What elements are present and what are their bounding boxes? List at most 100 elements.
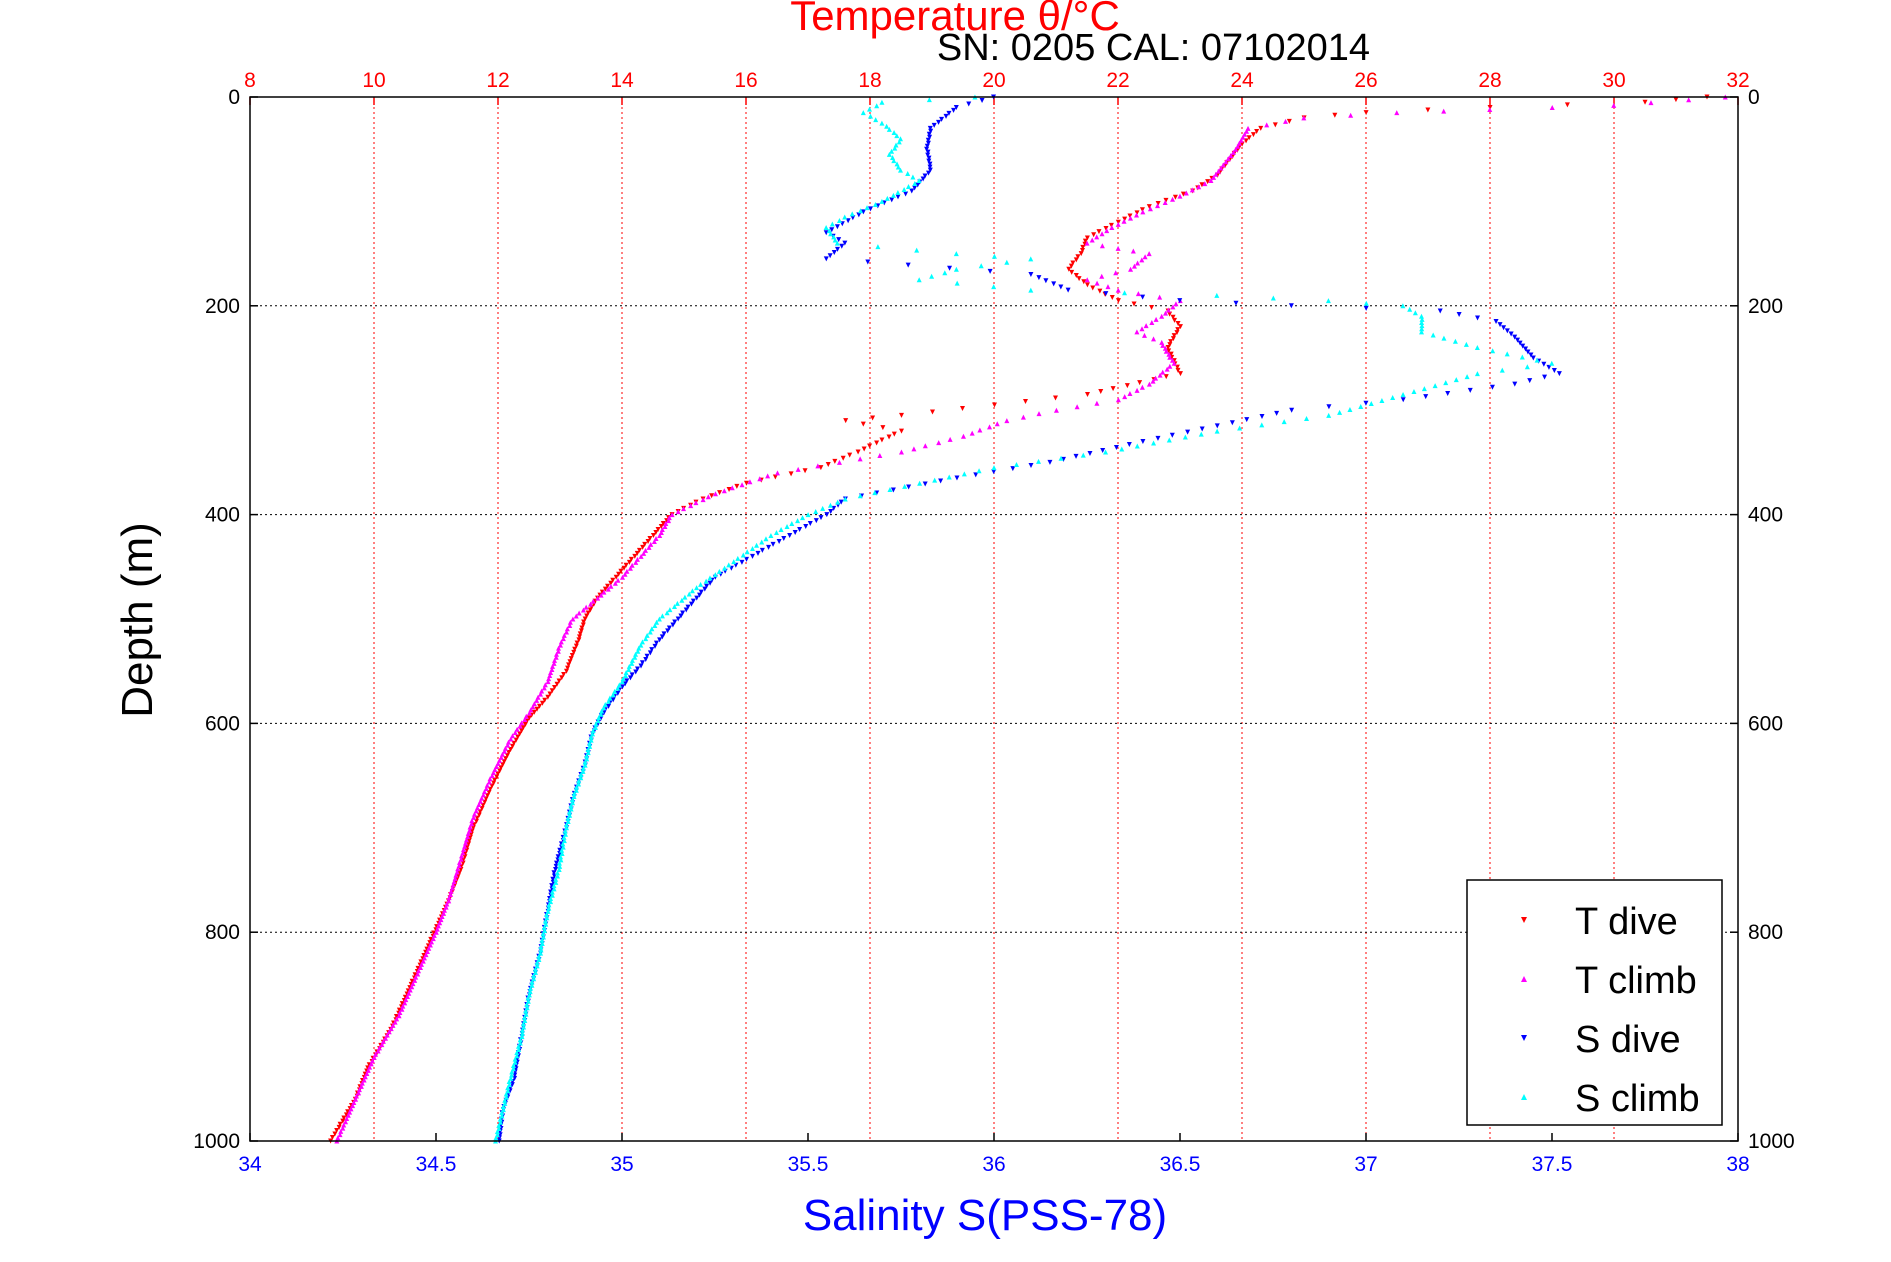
data-point — [632, 553, 638, 559]
data-point — [927, 164, 933, 170]
data-point — [840, 455, 846, 461]
bottom-tick-label: 34.5 — [416, 1153, 457, 1176]
data-point — [1368, 400, 1374, 406]
data-point — [1166, 348, 1172, 354]
data-point — [526, 992, 532, 998]
data-point — [1214, 423, 1220, 429]
data-point — [380, 1038, 386, 1044]
data-point — [463, 837, 469, 843]
data-point — [561, 671, 567, 677]
data-point — [1419, 329, 1425, 335]
data-point — [641, 550, 647, 556]
data-point — [1185, 429, 1191, 435]
right-tick-label: 600 — [1748, 712, 1783, 735]
data-point — [371, 1054, 377, 1060]
data-point — [1497, 322, 1503, 328]
data-point — [1517, 340, 1523, 346]
data-point — [1157, 294, 1163, 300]
data-point — [1250, 132, 1256, 138]
data-point — [1143, 323, 1149, 329]
data-point — [670, 622, 676, 628]
data-point — [505, 739, 511, 745]
data-point — [556, 860, 562, 866]
data-point — [936, 119, 942, 125]
data-point — [608, 580, 614, 586]
data-point — [922, 481, 928, 487]
data-point — [578, 775, 584, 781]
data-point — [1127, 213, 1133, 219]
data-point — [523, 1008, 529, 1014]
data-point — [629, 672, 635, 678]
data-point — [1437, 308, 1443, 314]
data-point — [595, 595, 601, 601]
data-point — [875, 244, 881, 250]
data-point — [953, 104, 959, 110]
data-point — [905, 183, 911, 189]
data-point — [686, 591, 692, 597]
data-point — [624, 568, 630, 574]
data-point — [584, 613, 590, 619]
data-point — [707, 580, 713, 586]
data-point — [879, 437, 885, 443]
data-point — [568, 803, 574, 809]
data-point — [916, 277, 922, 283]
data-point — [658, 524, 664, 530]
data-point — [471, 814, 477, 820]
data-point — [1147, 206, 1153, 212]
data-point — [554, 870, 560, 876]
data-point — [539, 700, 545, 706]
data-point — [868, 206, 874, 212]
legend-entry: T dive — [1521, 901, 1678, 943]
data-point — [1131, 301, 1137, 307]
data-point — [1167, 342, 1173, 348]
data-point — [1508, 331, 1514, 337]
data-point — [431, 932, 437, 938]
data-point — [561, 838, 567, 844]
data-point — [491, 780, 497, 786]
data-point — [555, 854, 561, 860]
data-point — [702, 586, 708, 592]
data-point — [856, 212, 862, 218]
data-point — [402, 1000, 408, 1006]
data-point — [766, 544, 772, 550]
data-point — [409, 984, 415, 990]
data-point — [549, 688, 555, 694]
data-point — [1164, 366, 1170, 372]
data-point — [739, 482, 745, 488]
data-point — [534, 706, 540, 712]
data-point — [1066, 266, 1072, 272]
data-point — [368, 1061, 374, 1067]
data-point — [433, 929, 439, 935]
data-point — [1151, 440, 1157, 446]
data-point — [823, 230, 829, 236]
data-point — [393, 1014, 399, 1020]
data-point — [639, 660, 645, 666]
data-point — [1084, 282, 1090, 288]
data-point — [443, 904, 449, 910]
data-point — [652, 643, 658, 649]
data-point — [1304, 416, 1310, 422]
data-point — [647, 650, 653, 656]
data-point — [1546, 364, 1552, 370]
data-point — [1103, 226, 1109, 232]
data-point — [580, 622, 586, 628]
data-point — [562, 828, 568, 834]
data-point — [503, 1091, 509, 1097]
data-point — [610, 692, 616, 698]
data-point — [337, 1121, 343, 1127]
data-point — [497, 1116, 503, 1122]
data-point — [1551, 368, 1557, 374]
data-point — [564, 626, 570, 632]
data-point — [566, 662, 572, 668]
data-point — [549, 892, 555, 898]
data-point — [499, 1110, 505, 1116]
data-point — [1135, 291, 1141, 297]
legend-marker — [1521, 1035, 1527, 1041]
data-point — [836, 218, 842, 224]
data-point — [470, 825, 476, 831]
data-point — [716, 568, 722, 574]
data-point — [340, 1118, 346, 1124]
data-point — [552, 657, 558, 663]
data-point — [484, 782, 490, 788]
data-point — [1233, 146, 1239, 152]
